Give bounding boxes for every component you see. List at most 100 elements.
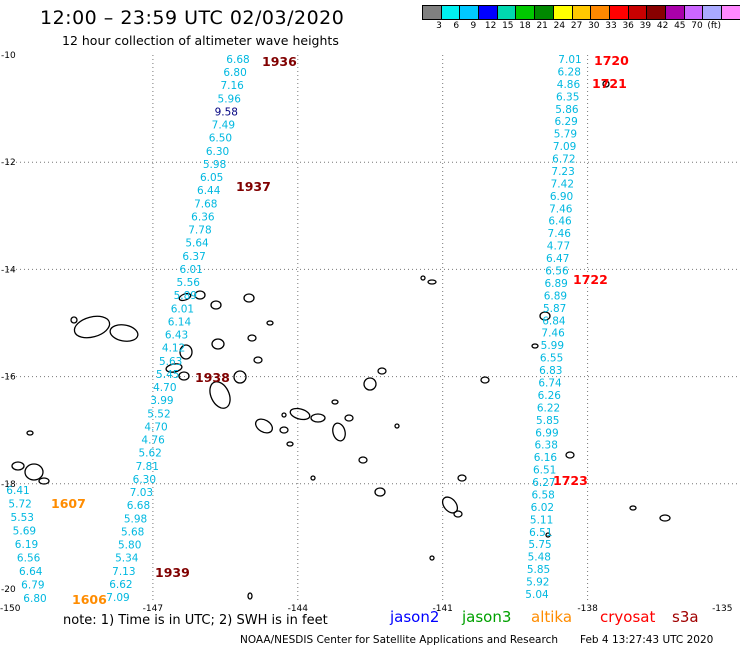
wave-height-label: 6.99 <box>535 427 558 439</box>
island-outline <box>441 496 459 514</box>
satellite-legend: jason2 <box>390 608 439 626</box>
island-outline <box>243 293 255 303</box>
wave-height-colorbar <box>422 5 740 20</box>
island-outline <box>165 363 183 373</box>
wave-height-label: 5.80 <box>118 540 141 552</box>
wave-height-label: 6.29 <box>554 116 577 128</box>
lon-tick-label: -147 <box>143 604 163 614</box>
island-outline <box>363 377 377 391</box>
colorbar-swatch <box>515 5 536 20</box>
island-outline <box>253 356 263 364</box>
pass-time-label: 1937 <box>236 179 271 194</box>
wave-height-label: 5.86 <box>555 104 579 116</box>
wave-height-label: 5.87 <box>543 303 566 315</box>
wave-height-label: 6.51 <box>529 527 552 539</box>
wave-height-label: 6.64 <box>19 566 43 578</box>
island-outline <box>70 316 78 324</box>
colorbar-swatch <box>440 5 461 20</box>
wave-height-label: 4.70 <box>144 421 167 433</box>
island-outline <box>73 315 111 339</box>
island-outline <box>266 320 274 326</box>
wave-height-label: 5.72 <box>8 499 31 511</box>
legend-jason2: jason2 <box>390 608 440 626</box>
wave-height-label: 6.80 <box>223 67 246 79</box>
wave-height-label: 6.26 <box>538 390 562 402</box>
lon-tick-label: -138 <box>577 604 598 614</box>
wave-height-label: 5.79 <box>554 129 577 141</box>
island-outline <box>427 279 437 285</box>
legend-cryosat: cryosat <box>600 608 656 626</box>
wave-height-label: 6.51 <box>533 465 556 477</box>
lon-tick-label: -150 <box>0 604 21 614</box>
wave-height-label: 6.62 <box>109 579 132 591</box>
wave-height-label: 6.01 <box>171 303 194 315</box>
wave-height-label: 6.79 <box>21 580 44 592</box>
footer-note: note: 1) Time is in UTC; 2) SWH is in fe… <box>63 613 328 628</box>
island-outline <box>247 334 257 342</box>
wave-height-label: 5.64 <box>185 238 209 250</box>
lon-tick-label: -144 <box>288 604 309 614</box>
island-outline <box>254 418 274 434</box>
island-outline <box>377 367 387 375</box>
colorbar-label: 24 <box>553 21 566 31</box>
colorbar-label: 45 <box>674 21 686 31</box>
lat-tick-label: -14 <box>1 265 16 275</box>
wave-height-label: 6.41 <box>6 485 29 497</box>
wave-height-label: 6.30 <box>133 474 156 486</box>
wave-height-label: 6.19 <box>15 539 38 551</box>
island-outline <box>358 456 368 464</box>
wave-height-label: 7.46 <box>549 203 573 215</box>
island-outline <box>179 344 193 360</box>
colorbar-swatch <box>608 5 629 20</box>
colorbar-label: 30 <box>588 21 600 31</box>
colorbar-label: 33 <box>605 21 617 31</box>
wave-height-label: 7.49 <box>212 120 235 132</box>
colorbar-label: 21 <box>536 21 548 31</box>
island-outline <box>602 80 610 88</box>
wave-height-label: 4.70 <box>153 382 176 394</box>
wave-height-label: 6.22 <box>537 402 560 414</box>
wave-height-label: 6.84 <box>542 315 566 327</box>
wave-height-label: 6.44 <box>197 185 221 197</box>
wave-height-label: 5.96 <box>218 93 242 105</box>
island-outline <box>24 463 44 481</box>
island-outline <box>480 376 490 384</box>
island-outline <box>281 412 287 418</box>
wave-height-label: 5.34 <box>115 553 139 565</box>
wave-height-label: 5.52 <box>147 408 170 420</box>
colorbar-swatch <box>571 5 592 20</box>
wave-height-label: 6.90 <box>550 191 573 203</box>
colorbar-swatch <box>683 5 704 20</box>
wave-height-label: 5.68 <box>121 526 144 538</box>
island-outline <box>531 343 539 349</box>
island-outline <box>453 510 463 518</box>
colorbar-label: 12 <box>484 21 497 31</box>
wave-height-label: 6.16 <box>534 452 558 464</box>
wave-height-label: 6.43 <box>165 330 188 342</box>
wave-height-label: 5.62 <box>138 448 161 460</box>
pass-time-label: 1720 <box>594 53 629 68</box>
island-outline <box>629 505 637 511</box>
colorbar-label: 15 <box>502 21 514 31</box>
wave-height-label: 6.89 <box>544 278 567 290</box>
wave-height-label: 6.56 <box>17 553 41 565</box>
wave-height-label: 6.56 <box>545 266 569 278</box>
wave-height-label: 6.72 <box>552 154 575 166</box>
island-outline <box>659 514 671 522</box>
satellite-legend-5: s3a <box>672 608 699 626</box>
colorbar-swatch <box>664 5 685 20</box>
wave-height-label: 6.58 <box>531 489 554 501</box>
lat-tick-label: -16 <box>1 373 16 383</box>
colorbar-swatch <box>534 5 554 20</box>
wave-height-label: 5.69 <box>13 526 36 538</box>
island-outline <box>331 399 339 405</box>
page-subtitle: 12 hour collection of altimeter wave hei… <box>62 33 339 48</box>
wave-height-label: 7.68 <box>194 198 217 210</box>
island-outline <box>178 292 192 302</box>
colorbar-swatch <box>721 5 740 20</box>
colorbar-labels: 3 6 9 12 15 18 21 24 27 30 33 36 39 42 45 70 (ft) <box>422 21 740 35</box>
legend-altika: altika <box>531 608 573 626</box>
wave-height-label: 6.01 <box>179 264 202 276</box>
island-outline <box>565 451 575 459</box>
wave-height-label: 5.56 <box>177 277 201 289</box>
